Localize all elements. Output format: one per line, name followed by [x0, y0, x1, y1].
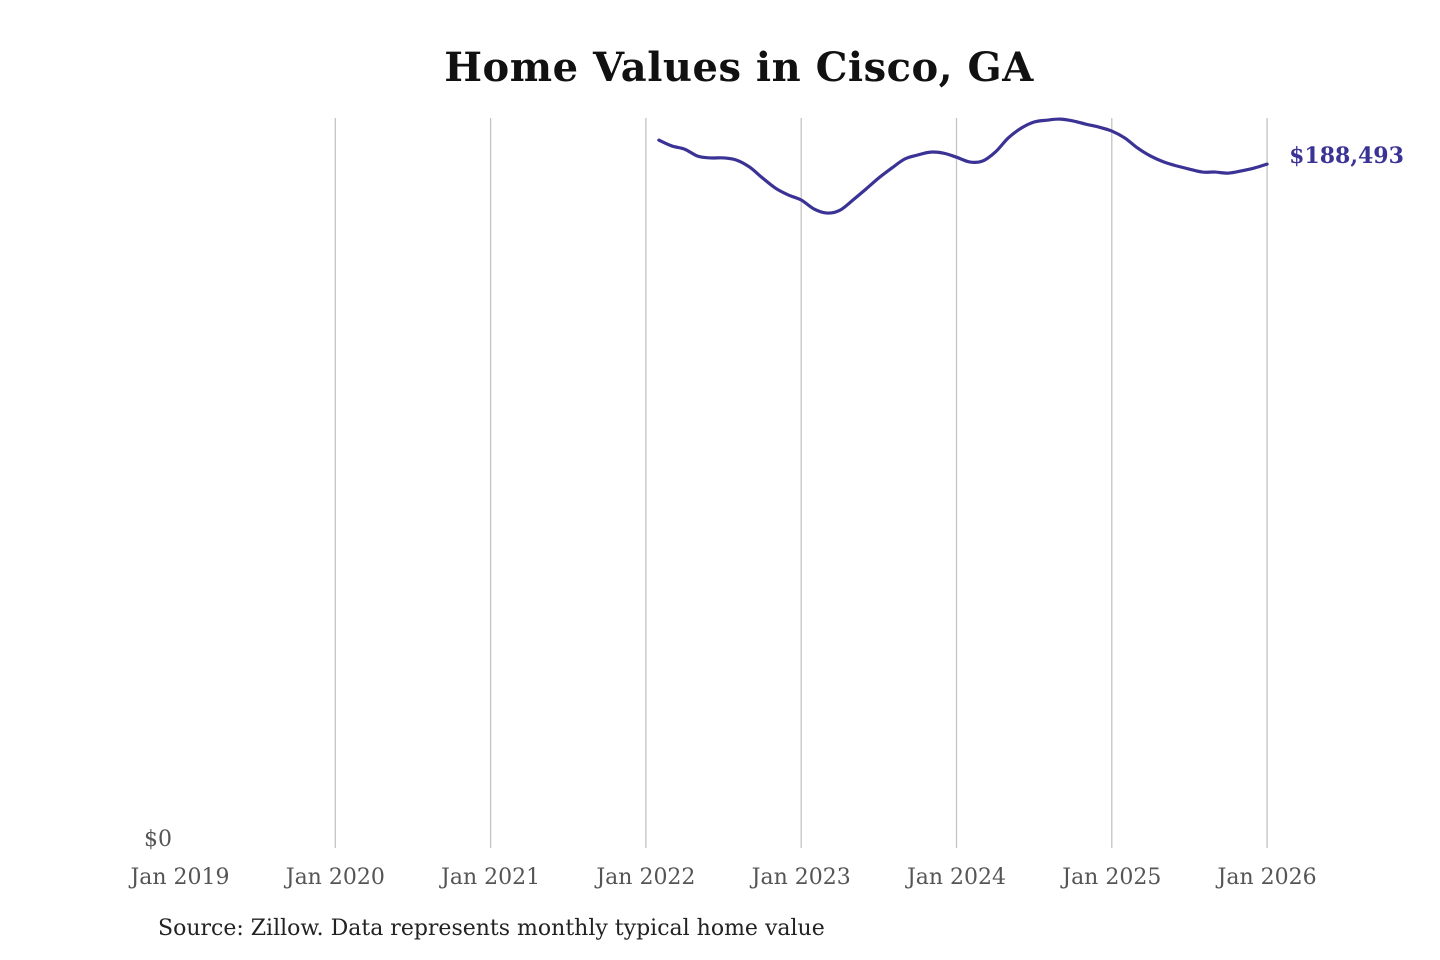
chart-title: Home Values in Cisco, GA [444, 44, 1034, 91]
x-tick-label: Jan 2026 [1216, 865, 1317, 890]
series-line [657, 117, 1269, 215]
x-tick-label: Jan 2024 [905, 865, 1006, 890]
x-tick-label: Jan 2023 [750, 865, 851, 890]
source-note: Source: Zillow. Data represents monthly … [158, 916, 825, 941]
x-tick-label: Jan 2021 [439, 865, 540, 890]
y-tick-label: $0 [144, 827, 172, 852]
x-tick-label: Jan 2022 [594, 865, 695, 890]
x-tick-label: Jan 2025 [1060, 865, 1161, 890]
x-tick-label: Jan 2020 [284, 865, 385, 890]
end-value-label: $188,493 [1289, 143, 1404, 169]
x-tick-label: Jan 2019 [128, 865, 229, 890]
